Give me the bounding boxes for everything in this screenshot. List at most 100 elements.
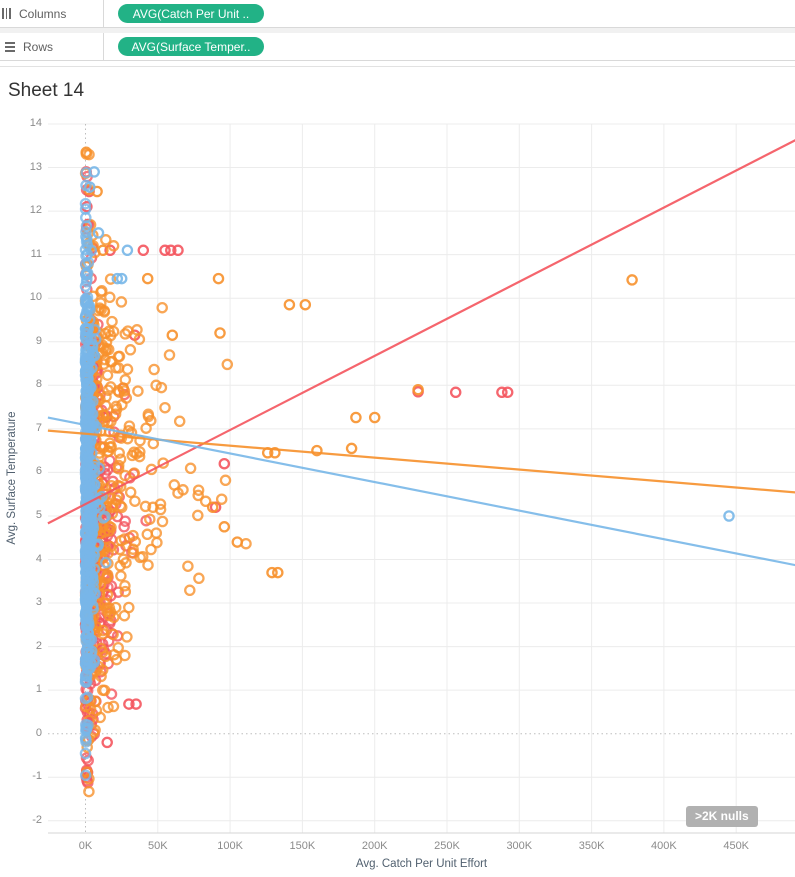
scatter-mark[interactable] xyxy=(104,540,116,553)
scatter-mark[interactable] xyxy=(87,382,100,395)
scatter-mark[interactable] xyxy=(82,402,95,415)
scatter-mark[interactable] xyxy=(81,553,93,565)
scatter-mark[interactable] xyxy=(80,505,92,518)
scatter-mark[interactable] xyxy=(79,526,92,538)
scatter-mark[interactable] xyxy=(107,410,120,423)
scatter-mark[interactable] xyxy=(96,532,109,544)
scatter-mark[interactable] xyxy=(83,340,96,353)
scatter-mark[interactable] xyxy=(80,545,92,557)
scatter-mark[interactable] xyxy=(350,411,362,424)
scatter-mark[interactable] xyxy=(111,630,124,642)
scatter-mark[interactable] xyxy=(96,664,109,676)
scatter-mark[interactable] xyxy=(97,541,110,553)
scatter-mark[interactable] xyxy=(501,386,514,399)
scatter-mark[interactable] xyxy=(85,419,98,432)
scatter-mark[interactable] xyxy=(89,439,101,452)
scatter-mark[interactable] xyxy=(81,268,94,281)
scatter-mark[interactable] xyxy=(81,428,94,440)
scatter-mark[interactable] xyxy=(87,469,99,482)
scatter-mark[interactable] xyxy=(118,385,131,397)
scatter-mark[interactable] xyxy=(80,435,93,448)
scatter-mark[interactable] xyxy=(172,244,184,257)
scatter-mark[interactable] xyxy=(86,514,99,527)
scatter-mark[interactable] xyxy=(89,601,102,614)
scatter-mark[interactable] xyxy=(130,698,142,710)
scatter-mark[interactable] xyxy=(88,466,101,478)
scatter-mark[interactable] xyxy=(86,242,99,254)
scatter-mark[interactable] xyxy=(81,598,93,610)
scatter-mark[interactable] xyxy=(81,291,94,303)
scatter-mark[interactable] xyxy=(79,618,92,630)
scatter-mark[interactable] xyxy=(87,470,99,482)
scatter-mark[interactable] xyxy=(89,724,101,736)
scatter-mark[interactable] xyxy=(82,482,94,495)
scatter-mark[interactable] xyxy=(86,570,99,582)
scatter-mark[interactable] xyxy=(79,557,92,569)
scatter-mark[interactable] xyxy=(94,528,106,540)
scatter-mark[interactable] xyxy=(82,399,95,411)
scatter-mark[interactable] xyxy=(114,500,127,512)
scatter-mark[interactable] xyxy=(96,507,109,519)
scatter-mark[interactable] xyxy=(81,449,93,461)
scatter-mark[interactable] xyxy=(84,403,97,416)
scatter-mark[interactable] xyxy=(81,609,94,622)
scatter-mark[interactable] xyxy=(126,546,138,559)
scatter-mark[interactable] xyxy=(112,385,124,397)
scatter-mark[interactable] xyxy=(104,454,116,467)
scatter-mark[interactable] xyxy=(87,376,99,388)
scatter-mark[interactable] xyxy=(79,297,92,310)
scatter-mark[interactable] xyxy=(83,353,95,366)
scatter-mark[interactable] xyxy=(81,430,94,443)
scatter-mark[interactable] xyxy=(80,563,93,575)
scatter-mark[interactable] xyxy=(104,441,116,453)
scatter-mark[interactable] xyxy=(90,665,102,677)
scatter-mark[interactable] xyxy=(91,574,103,587)
scatter-mark[interactable] xyxy=(85,513,97,525)
scatter-mark[interactable] xyxy=(86,483,98,496)
scatter-mark[interactable] xyxy=(82,776,94,789)
scatter-mark[interactable] xyxy=(81,429,94,441)
scatter-mark[interactable] xyxy=(104,273,117,285)
scatter-mark[interactable] xyxy=(81,617,93,630)
scatter-mark[interactable] xyxy=(102,571,114,583)
scatter-mark[interactable] xyxy=(79,593,92,606)
scatter-mark[interactable] xyxy=(81,473,94,486)
scatter-mark[interactable] xyxy=(107,325,120,338)
scatter-mark[interactable] xyxy=(81,273,93,285)
scatter-mark[interactable] xyxy=(80,552,92,564)
scatter-mark[interactable] xyxy=(82,663,95,675)
scatter-mark[interactable] xyxy=(85,633,98,646)
scatter-mark[interactable] xyxy=(95,495,107,507)
scatter-mark[interactable] xyxy=(80,765,93,778)
scatter-mark[interactable] xyxy=(159,244,171,257)
scatter-mark[interactable] xyxy=(104,525,117,537)
scatter-mark[interactable] xyxy=(80,391,93,403)
scatter-mark[interactable] xyxy=(81,358,94,370)
scatter-mark[interactable] xyxy=(79,451,92,464)
scatter-mark[interactable] xyxy=(80,480,92,493)
scatter-mark[interactable] xyxy=(81,451,94,464)
scatter-mark[interactable] xyxy=(84,530,97,542)
scatter-mark[interactable] xyxy=(88,350,101,362)
scatter-mark[interactable] xyxy=(91,577,103,590)
scatter-mark[interactable] xyxy=(83,660,95,672)
scatter-mark[interactable] xyxy=(121,631,133,643)
scatter-mark[interactable] xyxy=(215,493,228,505)
scatter-mark[interactable] xyxy=(81,473,94,485)
scatter-mark[interactable] xyxy=(106,315,118,328)
trend-line-orange[interactable] xyxy=(47,429,795,494)
scatter-mark[interactable] xyxy=(86,619,98,632)
scatter-mark[interactable] xyxy=(97,643,110,656)
scatter-mark[interactable] xyxy=(80,410,92,423)
scatter-mark[interactable] xyxy=(81,509,94,521)
scatter-mark[interactable] xyxy=(83,511,96,524)
scatter-mark[interactable] xyxy=(86,500,98,513)
scatter-mark[interactable] xyxy=(84,432,97,444)
scatter-mark[interactable] xyxy=(115,570,127,582)
scatter-mark[interactable] xyxy=(82,446,94,458)
scatter-mark[interactable] xyxy=(128,467,140,479)
scatter-mark[interactable] xyxy=(134,446,146,458)
scatter-mark[interactable] xyxy=(80,483,92,495)
scatter-mark[interactable] xyxy=(82,408,94,421)
scatter-mark[interactable] xyxy=(81,379,93,392)
